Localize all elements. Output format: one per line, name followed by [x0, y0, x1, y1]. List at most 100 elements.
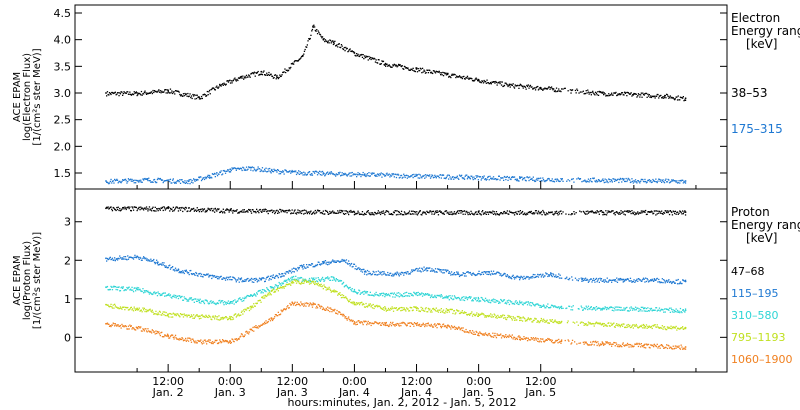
- data-dot: [469, 314, 471, 316]
- data-point: [363, 270, 366, 273]
- data-point: [601, 307, 604, 310]
- data-dot: [485, 213, 487, 215]
- data-dot: [542, 305, 544, 307]
- data-dot: [259, 289, 261, 292]
- data-dot: [112, 286, 114, 288]
- data-dot: [223, 211, 225, 213]
- data-dot: [669, 210, 671, 212]
- data-dot: [445, 210, 448, 212]
- data-dot: [356, 55, 358, 57]
- data-dot: [122, 306, 124, 308]
- data-dot: [385, 211, 387, 213]
- data-dot: [602, 91, 604, 93]
- data-dot: [209, 93, 211, 95]
- data-dot: [655, 95, 657, 97]
- data-dot: [466, 271, 469, 273]
- data-dot: [186, 339, 188, 341]
- data-dot: [405, 271, 407, 273]
- data-dot: [130, 178, 132, 180]
- data-dot: [177, 90, 180, 92]
- data-dot: [556, 276, 558, 278]
- data-dot: [267, 74, 269, 76]
- data-dot: [119, 210, 122, 212]
- data-dot: [149, 291, 151, 294]
- data-dot: [316, 174, 319, 176]
- data-dot: [193, 179, 195, 181]
- data-dot: [201, 208, 203, 210]
- data-dot: [216, 175, 219, 177]
- data-dot: [682, 326, 684, 328]
- data-dot: [541, 319, 543, 321]
- data-dot: [325, 277, 327, 279]
- data-dot: [248, 209, 251, 211]
- data-dot: [300, 283, 302, 285]
- data-dot: [206, 316, 208, 318]
- data-dot: [553, 181, 556, 183]
- data-dot: [647, 179, 650, 182]
- data-dot: [227, 80, 229, 82]
- data-dot: [117, 206, 119, 208]
- data-dot: [193, 298, 195, 301]
- data-dot: [460, 311, 462, 313]
- data-dot: [151, 309, 153, 311]
- data-dot: [636, 212, 638, 214]
- data-dot: [358, 290, 361, 292]
- data-dot: [300, 212, 303, 215]
- data-dot: [301, 282, 303, 284]
- data-dot: [155, 292, 157, 294]
- data-dot: [170, 334, 172, 337]
- data-dot: [456, 271, 458, 273]
- data-dot: [352, 211, 354, 213]
- data-dot: [398, 275, 400, 277]
- data-dot: [137, 180, 139, 182]
- data-dot: [107, 323, 109, 325]
- data-dot: [616, 309, 619, 311]
- data-dot: [108, 305, 110, 308]
- data-dot: [308, 264, 311, 266]
- data-dot: [530, 178, 532, 180]
- data-dot: [265, 74, 267, 76]
- data-dot: [374, 273, 376, 276]
- data-dot: [624, 309, 626, 311]
- data-dot: [450, 308, 452, 310]
- data-dot: [432, 269, 435, 271]
- data-dot: [315, 212, 317, 214]
- data-dot: [682, 97, 684, 99]
- data-dot: [448, 271, 450, 273]
- data-dot: [585, 181, 587, 183]
- data-dot: [645, 180, 647, 183]
- data-dot: [576, 89, 579, 92]
- data-dot: [469, 178, 471, 180]
- data-dot: [308, 38, 311, 40]
- data-dot: [290, 212, 293, 214]
- data-dot: [363, 174, 366, 176]
- data-dot: [633, 180, 635, 182]
- data-dot: [611, 281, 613, 283]
- data-dot: [479, 176, 481, 178]
- data-dot: [583, 180, 585, 182]
- data-dot: [114, 257, 116, 259]
- data-dot: [135, 309, 137, 311]
- data-dot: [656, 181, 658, 184]
- data-dot: [629, 309, 632, 311]
- data-dot: [600, 323, 602, 325]
- data-dot: [540, 211, 542, 213]
- data-dot: [647, 211, 649, 213]
- data-dot: [479, 81, 482, 83]
- data-dot: [426, 311, 428, 313]
- data-dot: [629, 211, 631, 213]
- data-point: [229, 209, 232, 212]
- data-dot: [552, 321, 554, 323]
- data-dot: [402, 307, 404, 309]
- data-dot: [300, 276, 302, 279]
- data-dot: [621, 309, 623, 311]
- data-dot: [661, 309, 663, 311]
- data-dot: [141, 181, 143, 183]
- data-dot: [427, 307, 429, 310]
- data-dot: [266, 210, 269, 212]
- data-dot: [164, 266, 166, 268]
- data-dot: [679, 179, 682, 182]
- data-dot: [599, 322, 601, 324]
- data-dot: [564, 277, 566, 280]
- data-dot: [466, 178, 469, 180]
